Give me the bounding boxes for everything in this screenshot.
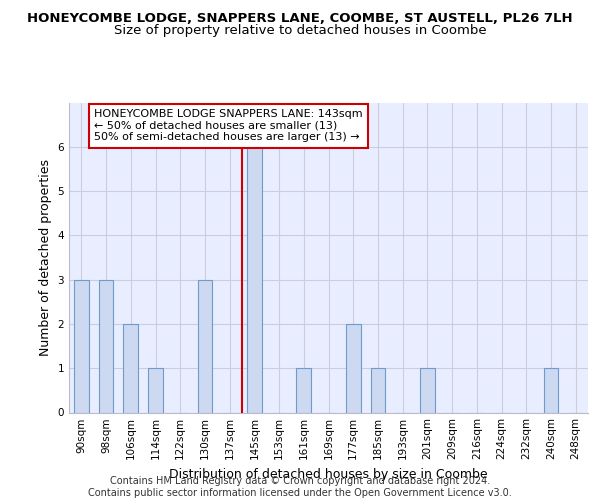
Y-axis label: Number of detached properties: Number of detached properties <box>39 159 52 356</box>
Bar <box>197 280 212 412</box>
Bar <box>346 324 361 412</box>
Text: HONEYCOMBE LODGE, SNAPPERS LANE, COOMBE, ST AUSTELL, PL26 7LH: HONEYCOMBE LODGE, SNAPPERS LANE, COOMBE,… <box>27 12 573 26</box>
Bar <box>124 324 138 412</box>
Bar <box>420 368 435 412</box>
Bar <box>148 368 163 412</box>
Text: Contains HM Land Registry data © Crown copyright and database right 2024.
Contai: Contains HM Land Registry data © Crown c… <box>88 476 512 498</box>
Bar <box>544 368 559 412</box>
Bar <box>247 147 262 412</box>
Text: Size of property relative to detached houses in Coombe: Size of property relative to detached ho… <box>113 24 487 37</box>
Bar <box>98 280 113 412</box>
X-axis label: Distribution of detached houses by size in Coombe: Distribution of detached houses by size … <box>169 468 488 481</box>
Bar <box>296 368 311 412</box>
Bar <box>74 280 89 412</box>
Bar <box>371 368 385 412</box>
Text: HONEYCOMBE LODGE SNAPPERS LANE: 143sqm
← 50% of detached houses are smaller (13): HONEYCOMBE LODGE SNAPPERS LANE: 143sqm ←… <box>94 109 363 142</box>
